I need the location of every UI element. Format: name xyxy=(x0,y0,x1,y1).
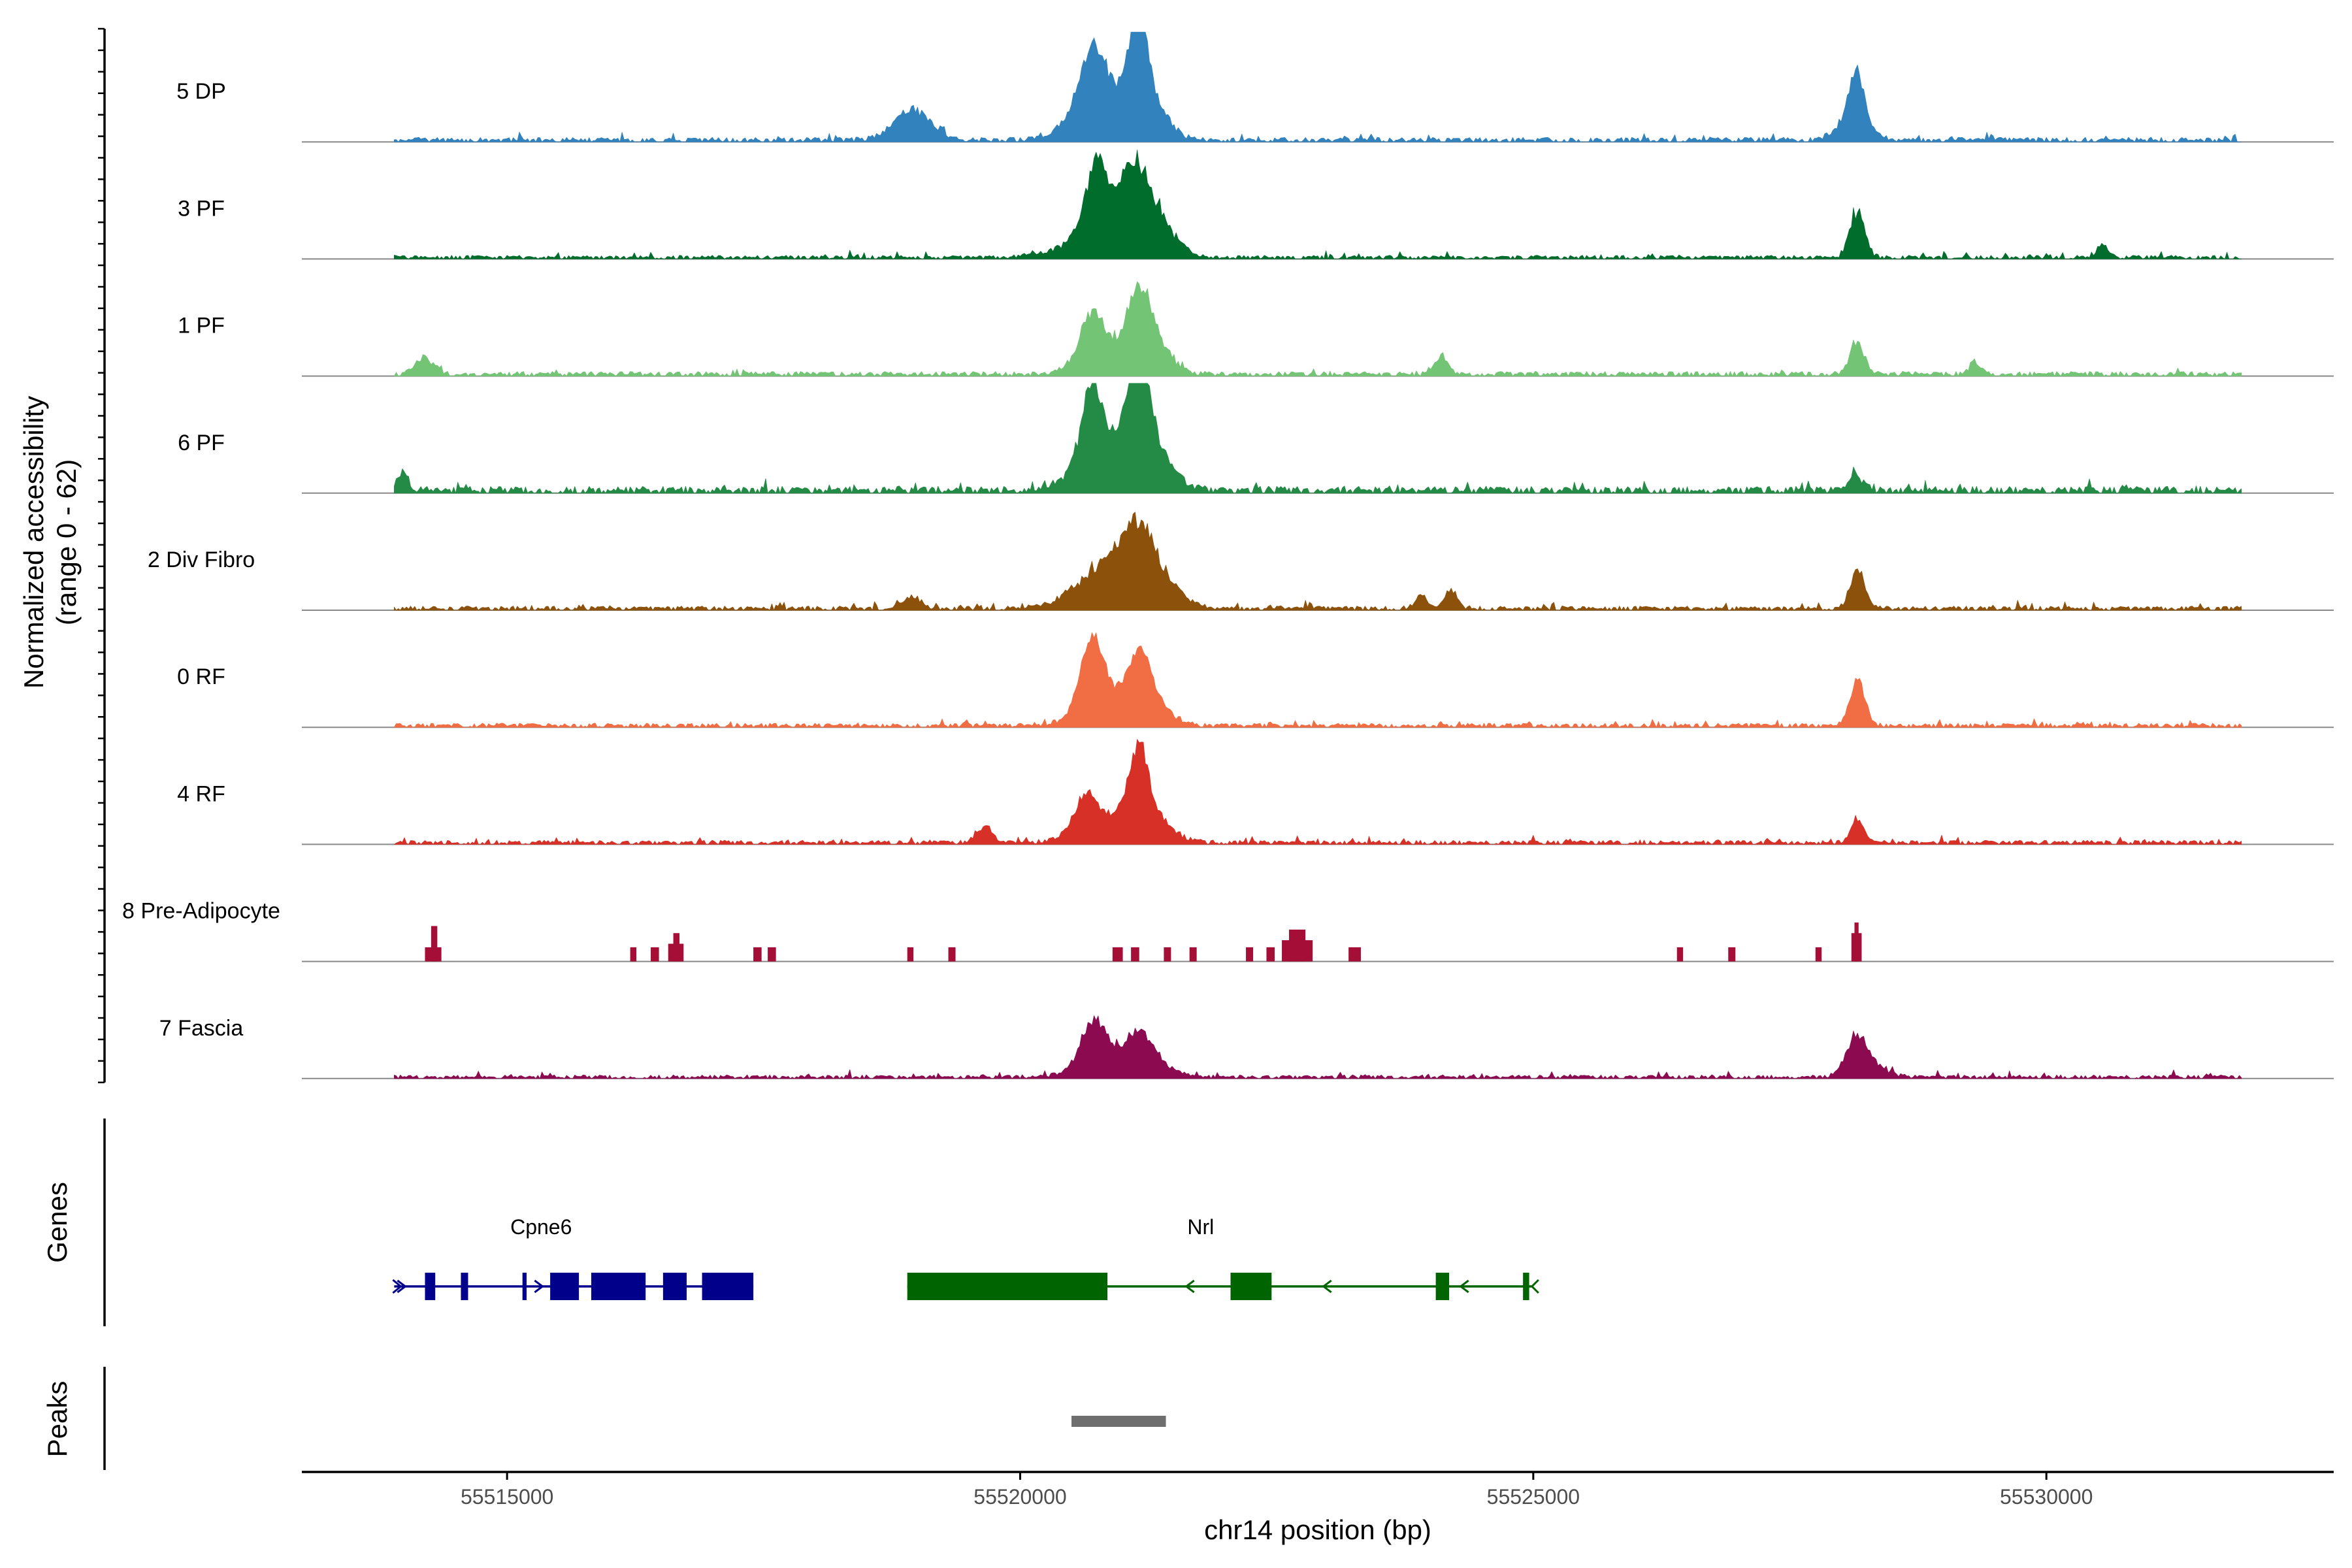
track-7-fascia: 7 Fascia xyxy=(159,1015,2334,1079)
x-axis-tick-label: 55525000 xyxy=(1487,1485,1580,1509)
coverage-area xyxy=(394,632,2242,728)
strand-arrow-icon xyxy=(534,1279,544,1294)
gene-label: Cpne6 xyxy=(510,1215,572,1239)
gene-exon xyxy=(1523,1273,1529,1300)
coverage-block xyxy=(1131,947,1139,962)
track-5-dp: 5 DP xyxy=(176,31,2334,143)
coverage-y-axis-label: Normalized accessibility xyxy=(18,396,49,689)
peak-region xyxy=(1071,1416,1166,1427)
gene-exon xyxy=(522,1273,527,1300)
coverage-block xyxy=(1728,947,1736,962)
coverage-block xyxy=(1815,947,1822,962)
gene-label: Nrl xyxy=(1187,1215,1214,1239)
gene-exon xyxy=(702,1273,754,1300)
track-label-3-pf: 3 PF xyxy=(178,196,225,221)
track-label-4-rf: 4 RF xyxy=(177,781,225,806)
coverage-block xyxy=(1266,947,1275,962)
x-axis-label: chr14 position (bp) xyxy=(1204,1514,1431,1545)
gene-exon xyxy=(550,1273,580,1300)
strand-end-arrow-icon xyxy=(1530,1279,1539,1294)
gene-exon xyxy=(425,1273,436,1300)
strand-arrow-icon xyxy=(1184,1279,1195,1294)
track-label-2-div-fibro: 2 Div Fibro xyxy=(148,547,255,572)
coverage-area xyxy=(394,383,2242,494)
track-1-pf: 1 PF xyxy=(178,281,2334,377)
coverage-block xyxy=(651,947,659,962)
strand-arrow-icon xyxy=(1459,1279,1469,1294)
gene-nrl: Nrl xyxy=(907,1215,1539,1300)
track-label-5-dp: 5 DP xyxy=(176,79,226,104)
track-label-1-pf: 1 PF xyxy=(178,314,225,338)
coverage-block xyxy=(1348,947,1361,962)
coverage-block xyxy=(907,947,914,962)
gene-exon xyxy=(1435,1273,1450,1300)
coverage-block xyxy=(630,947,637,962)
strand-end-arrow-icon xyxy=(392,1279,402,1294)
gene-exon xyxy=(662,1273,687,1300)
coverage-block xyxy=(768,947,776,962)
coverage-tracks: 5 DP 3 PF 1 PF 6 PF 2 Div Fibro 0 RF 4 RF 8 Pre… xyxy=(122,31,2334,1079)
coverage-block xyxy=(1246,947,1254,962)
coverage-y-axis xyxy=(98,27,106,1084)
coverage-block xyxy=(1676,947,1684,962)
coverage-area xyxy=(394,31,2242,142)
gene-exon xyxy=(1230,1273,1272,1300)
x-axis-tick-label: 55520000 xyxy=(973,1485,1066,1509)
track-label-7-fascia: 7 Fascia xyxy=(159,1016,244,1041)
x-axis-tick-label: 55515000 xyxy=(461,1485,553,1509)
coverage-block xyxy=(753,947,762,962)
x-axis: 55515000 55520000 55525000 55530000 xyxy=(461,1472,2093,1509)
coverage-block xyxy=(1112,947,1123,962)
genes-panel-label: Genes xyxy=(42,1182,73,1263)
gene-exon xyxy=(591,1273,646,1300)
strand-arrow-icon xyxy=(397,1279,407,1294)
peaks-panel-label: Peaks xyxy=(42,1381,73,1458)
coverage-y-axis-range-label: (range 0 - 62) xyxy=(51,459,82,625)
coverage-area xyxy=(394,281,2242,376)
coverage-area xyxy=(394,150,2242,259)
track-0-rf: 0 RF xyxy=(177,632,2334,728)
coverage-area xyxy=(394,512,2242,611)
track-6-pf: 6 PF xyxy=(178,383,2334,494)
coverage-block xyxy=(673,933,680,962)
track-3-pf: 3 PF xyxy=(178,150,2334,260)
track-8-pre-adipocyte: 8 Pre-Adipocyte xyxy=(122,899,2334,962)
track-label-0-rf: 0 RF xyxy=(177,664,225,689)
track-4-rf: 4 RF xyxy=(177,739,2334,845)
gene-exon xyxy=(461,1273,468,1300)
coverage-block xyxy=(1289,929,1306,962)
gene-exon xyxy=(907,1273,1108,1300)
track-2-div-fibro: 2 Div Fibro xyxy=(148,512,2334,611)
peaks-panel xyxy=(1071,1416,1166,1427)
gene-cpne6: Cpne6 xyxy=(392,1215,754,1300)
coverage-block xyxy=(1164,947,1171,962)
coverage-block xyxy=(431,926,438,962)
coverage-block xyxy=(948,947,956,962)
coverage-block xyxy=(1854,922,1859,962)
track-label-8-pre-adipocyte: 8 Pre-Adipocyte xyxy=(122,899,280,924)
genes-panel: Cpne6 Nrl xyxy=(392,1215,1539,1300)
coverage-area xyxy=(394,739,2242,845)
x-axis-tick-label: 55530000 xyxy=(2000,1485,2093,1509)
track-label-6-pf: 6 PF xyxy=(178,431,225,455)
coverage-block xyxy=(1189,947,1197,962)
coverage-area xyxy=(394,1015,2242,1079)
strand-arrow-icon xyxy=(1322,1279,1332,1294)
